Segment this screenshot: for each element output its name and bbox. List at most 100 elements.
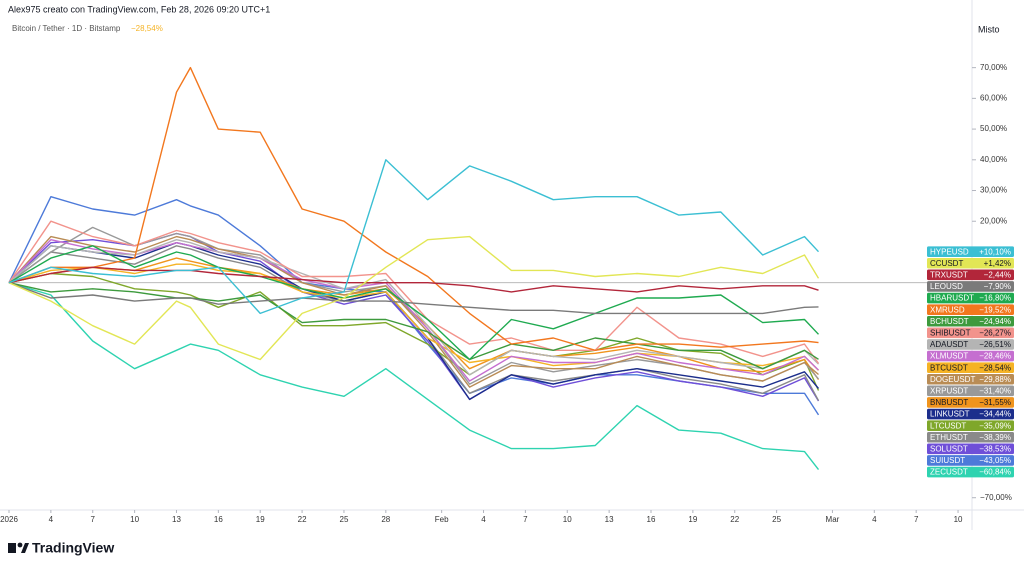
legend-tag: SHIBUSDT −26,27% <box>927 327 1014 339</box>
legend-name: HBARUSDT <box>930 294 974 303</box>
legend-name: HYPEUSD <box>930 247 969 256</box>
x-tick-label: 10 <box>130 515 139 524</box>
legend-value: −26,27% <box>979 328 1011 337</box>
legend-value: −7,90% <box>984 282 1011 291</box>
legend-value: −24,94% <box>979 317 1011 326</box>
legend-value: −26,51% <box>979 340 1011 349</box>
legend-name: ADAUSDT <box>930 340 968 349</box>
logo-bar <box>8 543 16 553</box>
legend-name: ETHUSDT <box>930 433 968 442</box>
legend-tag-box <box>927 431 1014 443</box>
legend-value: −34,44% <box>979 410 1011 419</box>
series-line <box>8 266 819 293</box>
x-tick-label: 4 <box>481 515 486 524</box>
x-tick-label: 16 <box>647 515 656 524</box>
y-tick-label: 20,00% <box>980 216 1007 225</box>
legend-tag-box <box>927 455 1014 466</box>
legend-name: TRXUSDT <box>930 270 968 279</box>
legend-tag-box <box>927 327 1014 339</box>
legend-name: CCUSDT <box>930 259 963 268</box>
series-line <box>8 282 819 315</box>
y-tick-label: 70,00% <box>980 63 1007 72</box>
legend-value: −28,54% <box>979 363 1011 372</box>
legend-tag-box <box>927 269 1014 281</box>
legend-tag-box <box>927 292 1014 304</box>
series-line <box>8 159 820 315</box>
y-tick-label: 50,00% <box>980 124 1007 133</box>
legend-tag: BNBUSDT −31,55% <box>927 397 1014 408</box>
legend-name: XRPUSDT <box>930 386 968 395</box>
legend-tag: XLMUSDT −28,46% <box>927 350 1014 362</box>
legend-tag: HYPEUSD +10,10% <box>927 246 1014 257</box>
legend-value: −38,53% <box>979 444 1011 453</box>
legend-tag-box <box>927 397 1014 408</box>
legend-tag-box <box>927 420 1014 431</box>
series-line <box>8 235 819 388</box>
symbol-change: −28,54% <box>131 24 163 33</box>
logo-dot <box>17 542 23 548</box>
legend-value: −38,39% <box>979 433 1011 442</box>
logo <box>8 542 29 553</box>
legend-value: −31,40% <box>979 386 1011 395</box>
legend-name: LTCUSDT <box>930 421 966 430</box>
legend-tag: ETHUSDT −38,39% <box>927 431 1014 443</box>
x-tick-label: 19 <box>688 515 697 524</box>
x-tick-label: 4 <box>49 515 54 524</box>
x-tick-label: Mar <box>826 515 840 524</box>
y-tick-label: 60,00% <box>980 93 1007 102</box>
legend-name: BNBUSDT <box>930 398 968 407</box>
x-tick-label: 7 <box>914 515 919 524</box>
legend-value: +1,42% <box>984 259 1011 268</box>
legend-tag: XRPUSDT −31,40% <box>927 385 1014 397</box>
y-tick-label: 40,00% <box>980 155 1007 164</box>
legend-tag: DOGEUSDT −29,88% <box>927 373 1014 385</box>
legend-tag: ZECUSDT −60,84% <box>927 466 1014 478</box>
legend-value: −2,44% <box>984 270 1011 279</box>
legend-name: SUIUSDT <box>930 456 965 465</box>
legend-tag-box <box>927 385 1014 397</box>
legend-name: LINKUSDT <box>930 410 970 419</box>
legend-tag-box <box>927 339 1014 350</box>
x-tick-label: 22 <box>730 515 739 524</box>
legend-value: −19,52% <box>979 305 1011 314</box>
legend-name: DOGEUSDT <box>930 375 975 384</box>
legend-name: XLMUSDT <box>930 352 968 361</box>
x-tick-label: 2026 <box>0 515 18 524</box>
scale-mode: Misto <box>978 24 1000 34</box>
y-tick-label: −70,00% <box>980 493 1012 502</box>
x-tick-label: 10 <box>563 515 572 524</box>
x-tick-label: 25 <box>340 515 349 524</box>
series-line <box>8 239 819 382</box>
legend-tag-box <box>927 443 1014 455</box>
legend-tag-box <box>927 373 1014 385</box>
series-line <box>8 245 820 361</box>
legend-tag-box <box>927 315 1014 327</box>
series-line <box>8 220 820 364</box>
legend-name: BTCUSDT <box>930 363 968 372</box>
legend-tag: SOLUSDT −38,53% <box>927 443 1014 455</box>
legend-tag: XMRUSD −19,52% <box>927 304 1014 315</box>
x-tick-label: 22 <box>298 515 307 524</box>
legend-tag: BCHUSDT −24,94% <box>927 315 1014 327</box>
x-tick-label: 28 <box>381 515 390 524</box>
x-tick-label: Feb <box>435 515 449 524</box>
legend-tag: BTCUSDT −28,54% <box>927 362 1014 373</box>
legend-tag-box <box>927 281 1014 292</box>
legend-value: −31,55% <box>979 398 1011 407</box>
legend-name: SOLUSDT <box>930 444 968 453</box>
logo-slash <box>21 543 29 553</box>
legend-tag: LEOUSD −7,90% <box>927 281 1014 292</box>
legend-tag-box <box>927 246 1014 257</box>
legend-name: XMRUSD <box>930 305 965 314</box>
logo-text: TradingView <box>32 540 114 556</box>
legend-tag-box <box>927 408 1014 420</box>
legend-tag: HBARUSDT −16,80% <box>927 292 1014 304</box>
legend-value: −60,84% <box>979 468 1011 477</box>
x-tick-label: 25 <box>772 515 781 524</box>
legend-value: −35,09% <box>979 421 1011 430</box>
x-tick-label: 16 <box>214 515 223 524</box>
legend-tag: CCUSDT +1,42% <box>927 257 1014 269</box>
legend-name: LEOUSD <box>930 282 963 291</box>
